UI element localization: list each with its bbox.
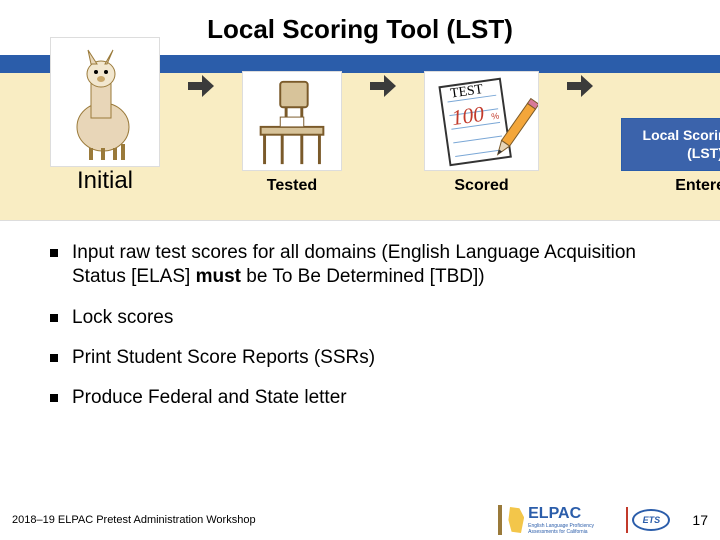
bullet-text-pre: Print Student Score Reports (SSRs) <box>72 347 375 368</box>
bullet-text-bold: must <box>196 266 241 287</box>
page-number: 17 <box>692 512 708 528</box>
lst-box-icon: Local Scoring Tool (LST) <box>621 118 720 171</box>
arrow-icon <box>370 75 396 102</box>
step-initial: Initial <box>50 37 160 195</box>
process-band: Initial Tested <box>0 73 720 221</box>
lst-box-line1: Local Scoring Tool <box>628 127 720 145</box>
ets-logo-icon: ETS <box>626 507 672 533</box>
arrow-icon <box>567 75 593 102</box>
step-tested: Tested <box>242 71 342 195</box>
bullet-text: Print Student Score Reports (SSRs) <box>72 346 375 370</box>
alpaca-icon <box>50 37 160 167</box>
bullet-item: Lock scores <box>50 306 680 330</box>
bullet-text: Input raw test scores for all domains (E… <box>72 241 680 290</box>
arrow-icon <box>188 75 214 102</box>
step-label-entered: Entered <box>675 177 720 195</box>
test-paper-icon: TEST 100 % <box>424 71 539 171</box>
step-label-tested: Tested <box>267 177 317 195</box>
step-entered: Local Scoring Tool (LST) Entered <box>621 118 720 195</box>
elpac-logo-icon: ELPAC English Language Proficiency Asses… <box>498 505 618 535</box>
bullet-text-pre: Lock scores <box>72 307 173 328</box>
bullet-item: Print Student Score Reports (SSRs) <box>50 346 680 370</box>
svg-text:%: % <box>491 110 500 121</box>
step-scored: TEST 100 % Scored <box>424 71 539 195</box>
svg-text:100: 100 <box>450 102 486 130</box>
bullet-marker-icon <box>50 249 58 257</box>
bullet-text: Produce Federal and State letter <box>72 386 347 410</box>
step-label-initial: Initial <box>77 167 133 195</box>
bullet-marker-icon <box>50 394 58 402</box>
california-shape-icon <box>508 507 524 533</box>
footer-logos: ELPAC English Language Proficiency Asses… <box>498 505 708 535</box>
step-label-scored: Scored <box>454 177 508 195</box>
bullet-text: Lock scores <box>72 306 173 330</box>
process-row: Initial Tested <box>50 37 690 195</box>
slide-footer: 2018–19 ELPAC Pretest Administration Wor… <box>0 500 720 540</box>
elpac-logo-name: ELPAC <box>528 505 581 522</box>
bullet-item: Input raw test scores for all domains (E… <box>50 241 680 290</box>
elpac-logo-sub: English Language Proficiency Assessments… <box>528 523 618 535</box>
bullet-text-post: be To Be Determined [TBD]) <box>241 266 485 287</box>
lst-box-line2: (LST) <box>628 145 720 163</box>
bullet-marker-icon <box>50 354 58 362</box>
bullet-item: Produce Federal and State letter <box>50 386 680 410</box>
footer-text: 2018–19 ELPAC Pretest Administration Wor… <box>12 514 256 526</box>
bullet-text-pre: Produce Federal and State letter <box>72 387 347 408</box>
ets-logo-text: ETS <box>632 509 670 531</box>
bullet-marker-icon <box>50 314 58 322</box>
desk-icon <box>242 71 342 171</box>
bullet-list: Input raw test scores for all domains (E… <box>0 221 720 437</box>
